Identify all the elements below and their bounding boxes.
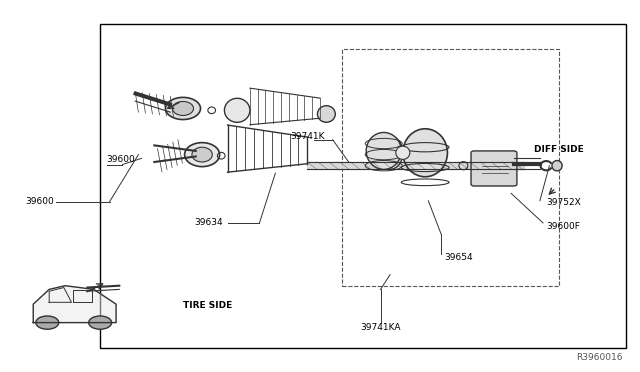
Text: 39752X: 39752X [546, 198, 581, 207]
Circle shape [89, 316, 111, 329]
Circle shape [36, 316, 59, 329]
Bar [100, 23, 626, 349]
FancyBboxPatch shape [471, 151, 517, 186]
Text: TIRE SIDE: TIRE SIDE [183, 301, 232, 311]
Text: 39634: 39634 [195, 218, 223, 227]
Text: 39654: 39654 [444, 253, 473, 263]
Text: 39741K: 39741K [290, 132, 324, 141]
Text: 39600: 39600 [25, 197, 54, 206]
Text: 39600F: 39600F [546, 222, 580, 231]
Text: DIFF SIDE: DIFF SIDE [534, 145, 584, 154]
Ellipse shape [317, 106, 335, 122]
Ellipse shape [225, 98, 250, 122]
Ellipse shape [378, 136, 403, 169]
Ellipse shape [552, 161, 562, 171]
Ellipse shape [403, 129, 447, 177]
Polygon shape [33, 286, 116, 323]
Text: 39600: 39600 [106, 155, 135, 164]
Text: R3960016: R3960016 [576, 353, 623, 362]
Ellipse shape [166, 97, 200, 119]
Ellipse shape [173, 102, 193, 115]
Text: 39741KA: 39741KA [360, 323, 401, 331]
Ellipse shape [366, 132, 401, 169]
Ellipse shape [192, 147, 212, 162]
Ellipse shape [184, 142, 220, 167]
Bar [342, 49, 559, 286]
Ellipse shape [396, 146, 410, 160]
